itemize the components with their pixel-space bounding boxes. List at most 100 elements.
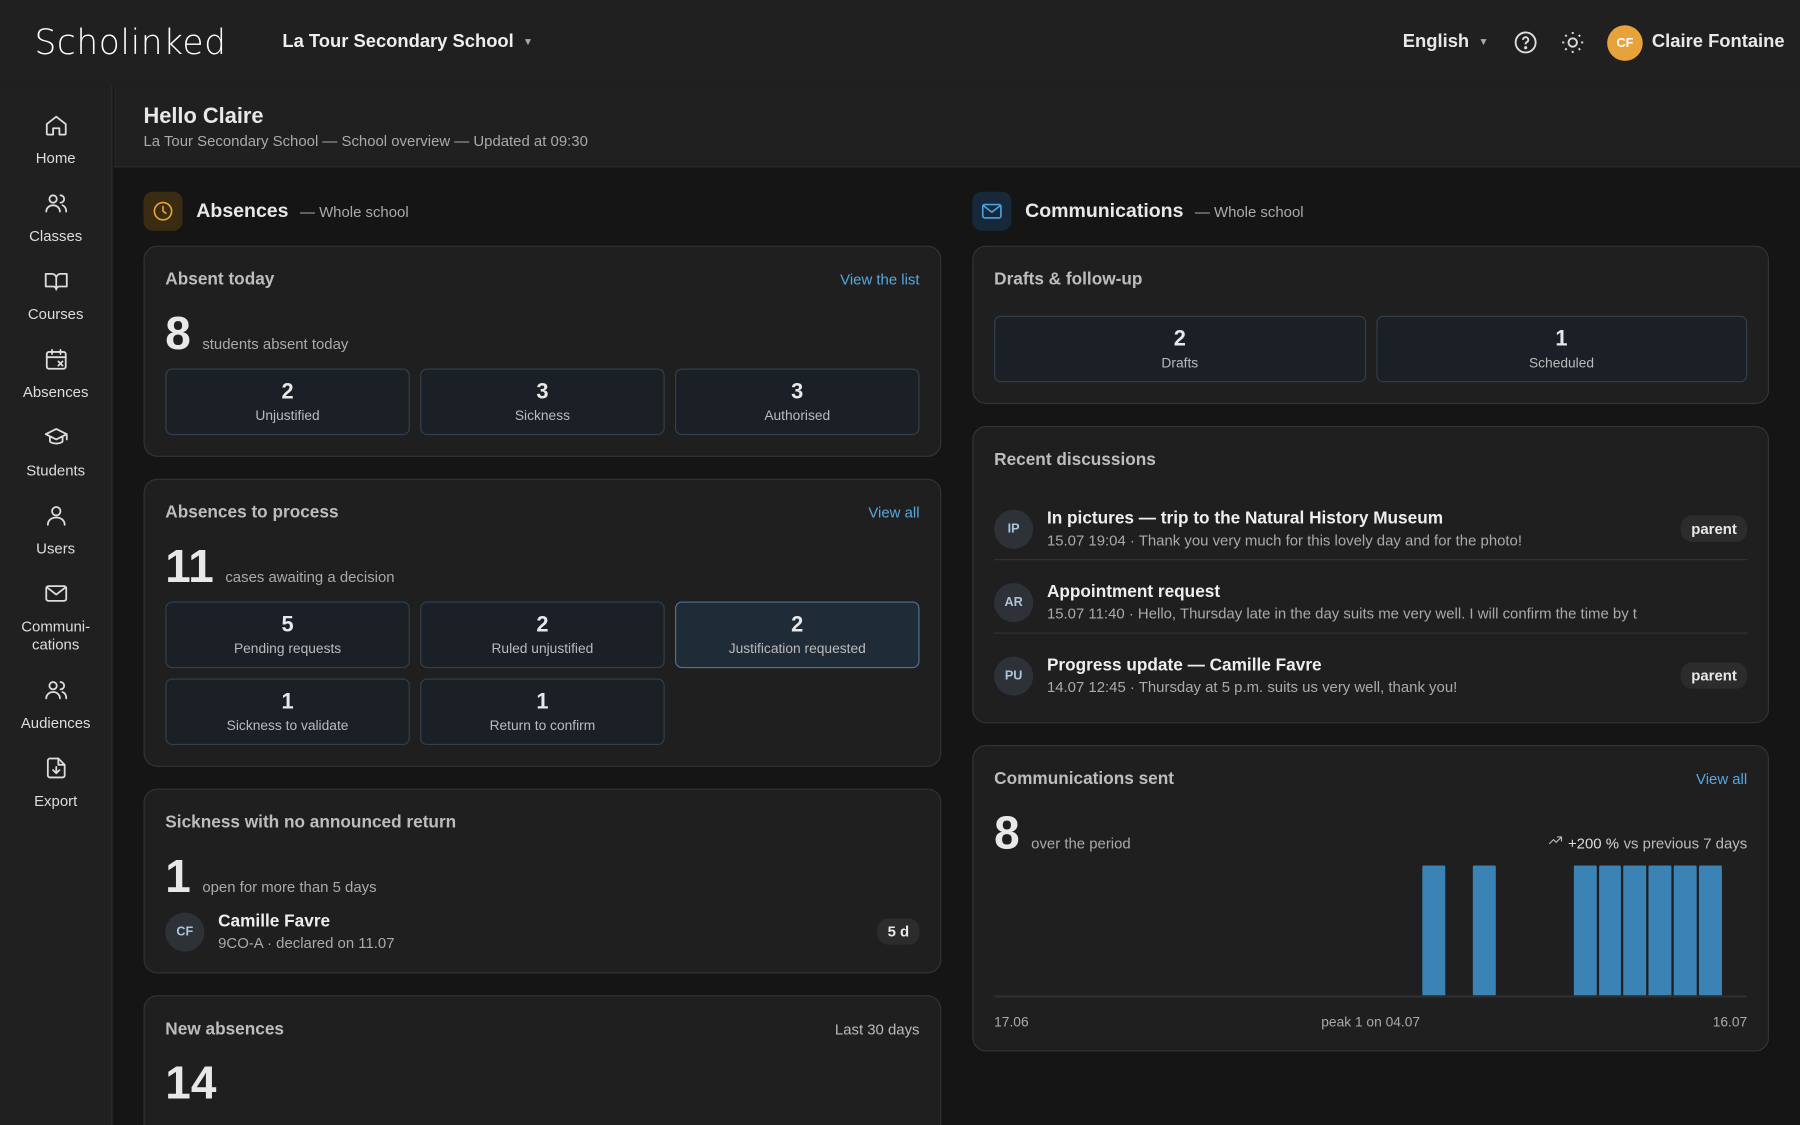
card-title: Recent discussions [994,449,1156,469]
stat-box[interactable]: 2 Ruled unjustified [420,601,665,669]
bar [1623,865,1647,996]
stat-box[interactable]: 2 Drafts [994,315,1366,383]
nav-item[interactable]: Absences [0,347,111,402]
school-selector[interactable]: La Tour Secondary School ▼ [282,32,534,52]
stat-box[interactable]: 1 Sickness to validate [165,678,410,746]
bar [1472,865,1496,996]
item-detail: 15.07 19:04 · Thank you very much for th… [1046,531,1523,549]
icon [43,503,68,540]
help-button[interactable] [1513,30,1538,55]
brand[interactable]: Scholinked [34,22,227,64]
communications-column: Communications — Whole school Drafts & fol… [972,191,1770,1052]
section-title: Communications [1025,199,1184,222]
count: 8 [994,808,1020,859]
theme-toggle[interactable] [1560,30,1585,55]
count: 1 [165,851,191,903]
stat-box[interactable]: 3 Authorised [674,368,920,436]
icon-svg [45,348,67,370]
nav-item[interactable]: Audiences [0,677,111,732]
count-row: 8 students absent today [165,308,919,360]
language-selector[interactable]: English ▼ [1402,32,1489,52]
stat-box[interactable]: 1 Scheduled [1375,315,1748,383]
card-header: Recent discussions [994,448,1747,471]
item-title: Progress update — Camille Favre [1046,655,1322,675]
discussion-list: IP In pictures — trip to the Natural Hist… [994,498,1748,706]
card-header: Sickness with no announced return [165,810,919,833]
icon-svg [45,115,67,136]
icon-svg [981,203,1002,219]
card-link[interactable]: View all [1696,769,1748,787]
nav-item[interactable]: Users [0,503,111,558]
initials: PU [994,656,1034,696]
icon [1547,832,1563,852]
stat-box[interactable]: 2 Unjustified [165,368,410,436]
card-header: Absent today View the list [165,267,919,290]
nav-item[interactable]: Students [0,425,111,480]
stat-box[interactable]: 3 Sickness [420,368,665,436]
section-header: Communications — Whole school [972,191,1769,232]
item-text: In pictures — trip to the Natural Histor… [1047,509,1669,549]
stats: 2 Unjustified 3 Sickness 3 Authorised [165,368,920,436]
bar [1422,865,1446,996]
nav-item[interactable]: Export [0,755,111,810]
nav-label: Audiences [20,714,91,732]
sickness-card: Sickness with no announced return 1 open f… [143,788,942,974]
nav-item[interactable]: Communi-cations [0,581,111,654]
nav-item[interactable]: Classes [0,191,111,246]
absent-today-card: Absent today View the list 8 students absen… [143,245,942,457]
card-header: Absences to process View all [165,501,919,524]
nav-item[interactable]: Home [0,112,111,167]
sent-card: Communications sent View all 8 over the per… [972,745,1770,1052]
stat-value: 5 [281,613,294,638]
count: 11 [165,541,214,593]
stat-box[interactable]: 2 Justification requested [674,601,920,669]
user-avatar[interactable]: CF [1607,25,1643,61]
bar [1573,865,1597,996]
stat-label: Sickness to validate [226,717,349,734]
card-link[interactable]: View all [868,503,920,521]
list-item[interactable]: AR Appointment request 15.07 11:40 · Hello… [994,572,1748,634]
trend: +200 % vs previous 7 days [1547,832,1747,852]
stat-box[interactable]: 5 Pending requests [165,601,410,669]
stat-box[interactable]: 1 Return to confirm [420,678,665,746]
nav-label: Absences [22,383,89,401]
main: Absences — Whole school Absent today View t… [113,167,1800,1125]
icon [143,191,183,231]
user-name[interactable]: Claire Fontaine [1651,32,1785,52]
card-title: Drafts & follow-up [994,269,1143,289]
card-title: Sickness with no announced return [165,812,457,832]
icon [43,581,68,618]
icon [43,269,68,306]
card-title: Communications sent [994,768,1175,789]
list-item[interactable]: PU Progress update — Camille Favre 14.07 1… [994,645,1748,706]
count: 8 [165,308,191,360]
item-title: Appointment request [1046,582,1221,602]
stats: 5 Pending requests 2 Ruled unjustified 2 Just… [165,601,920,746]
count: 14 [165,1058,217,1109]
card-period: Last 30 days [834,1019,920,1038]
drafts-card: Drafts & follow-up 2 Drafts 1 Scheduled [972,245,1770,405]
count-caption: cases awaiting a decision [225,568,395,586]
absences-column: Absences — Whole school Absent today View t… [143,191,942,1125]
trend-value: +200 % [1567,834,1619,852]
section-header: Absences — Whole school [143,191,941,232]
language: English [1402,32,1470,52]
bar [1699,865,1723,996]
badge: parent [1680,515,1748,542]
nav-label: Home [35,149,76,167]
item-title: Camille Favre [218,911,331,931]
list-item[interactable]: CF Camille Favre 9CO-A · declared on 11.07… [165,911,920,952]
card-link[interactable]: View the list [840,270,920,288]
stat-value: 2 [791,613,804,638]
list-item[interactable]: IP In pictures — trip to the Natural Hist… [994,498,1748,561]
initials: AR [994,582,1034,622]
icon [43,347,68,384]
initials: IP [994,509,1034,549]
nav-label: Communi-cations [21,617,91,654]
stat-value: 2 [536,613,549,638]
item-title: In pictures — trip to the Natural Histor… [1046,508,1444,529]
badge: parent [1680,662,1748,689]
nav-item[interactable]: Courses [0,269,111,324]
bar-chart [994,865,1748,998]
